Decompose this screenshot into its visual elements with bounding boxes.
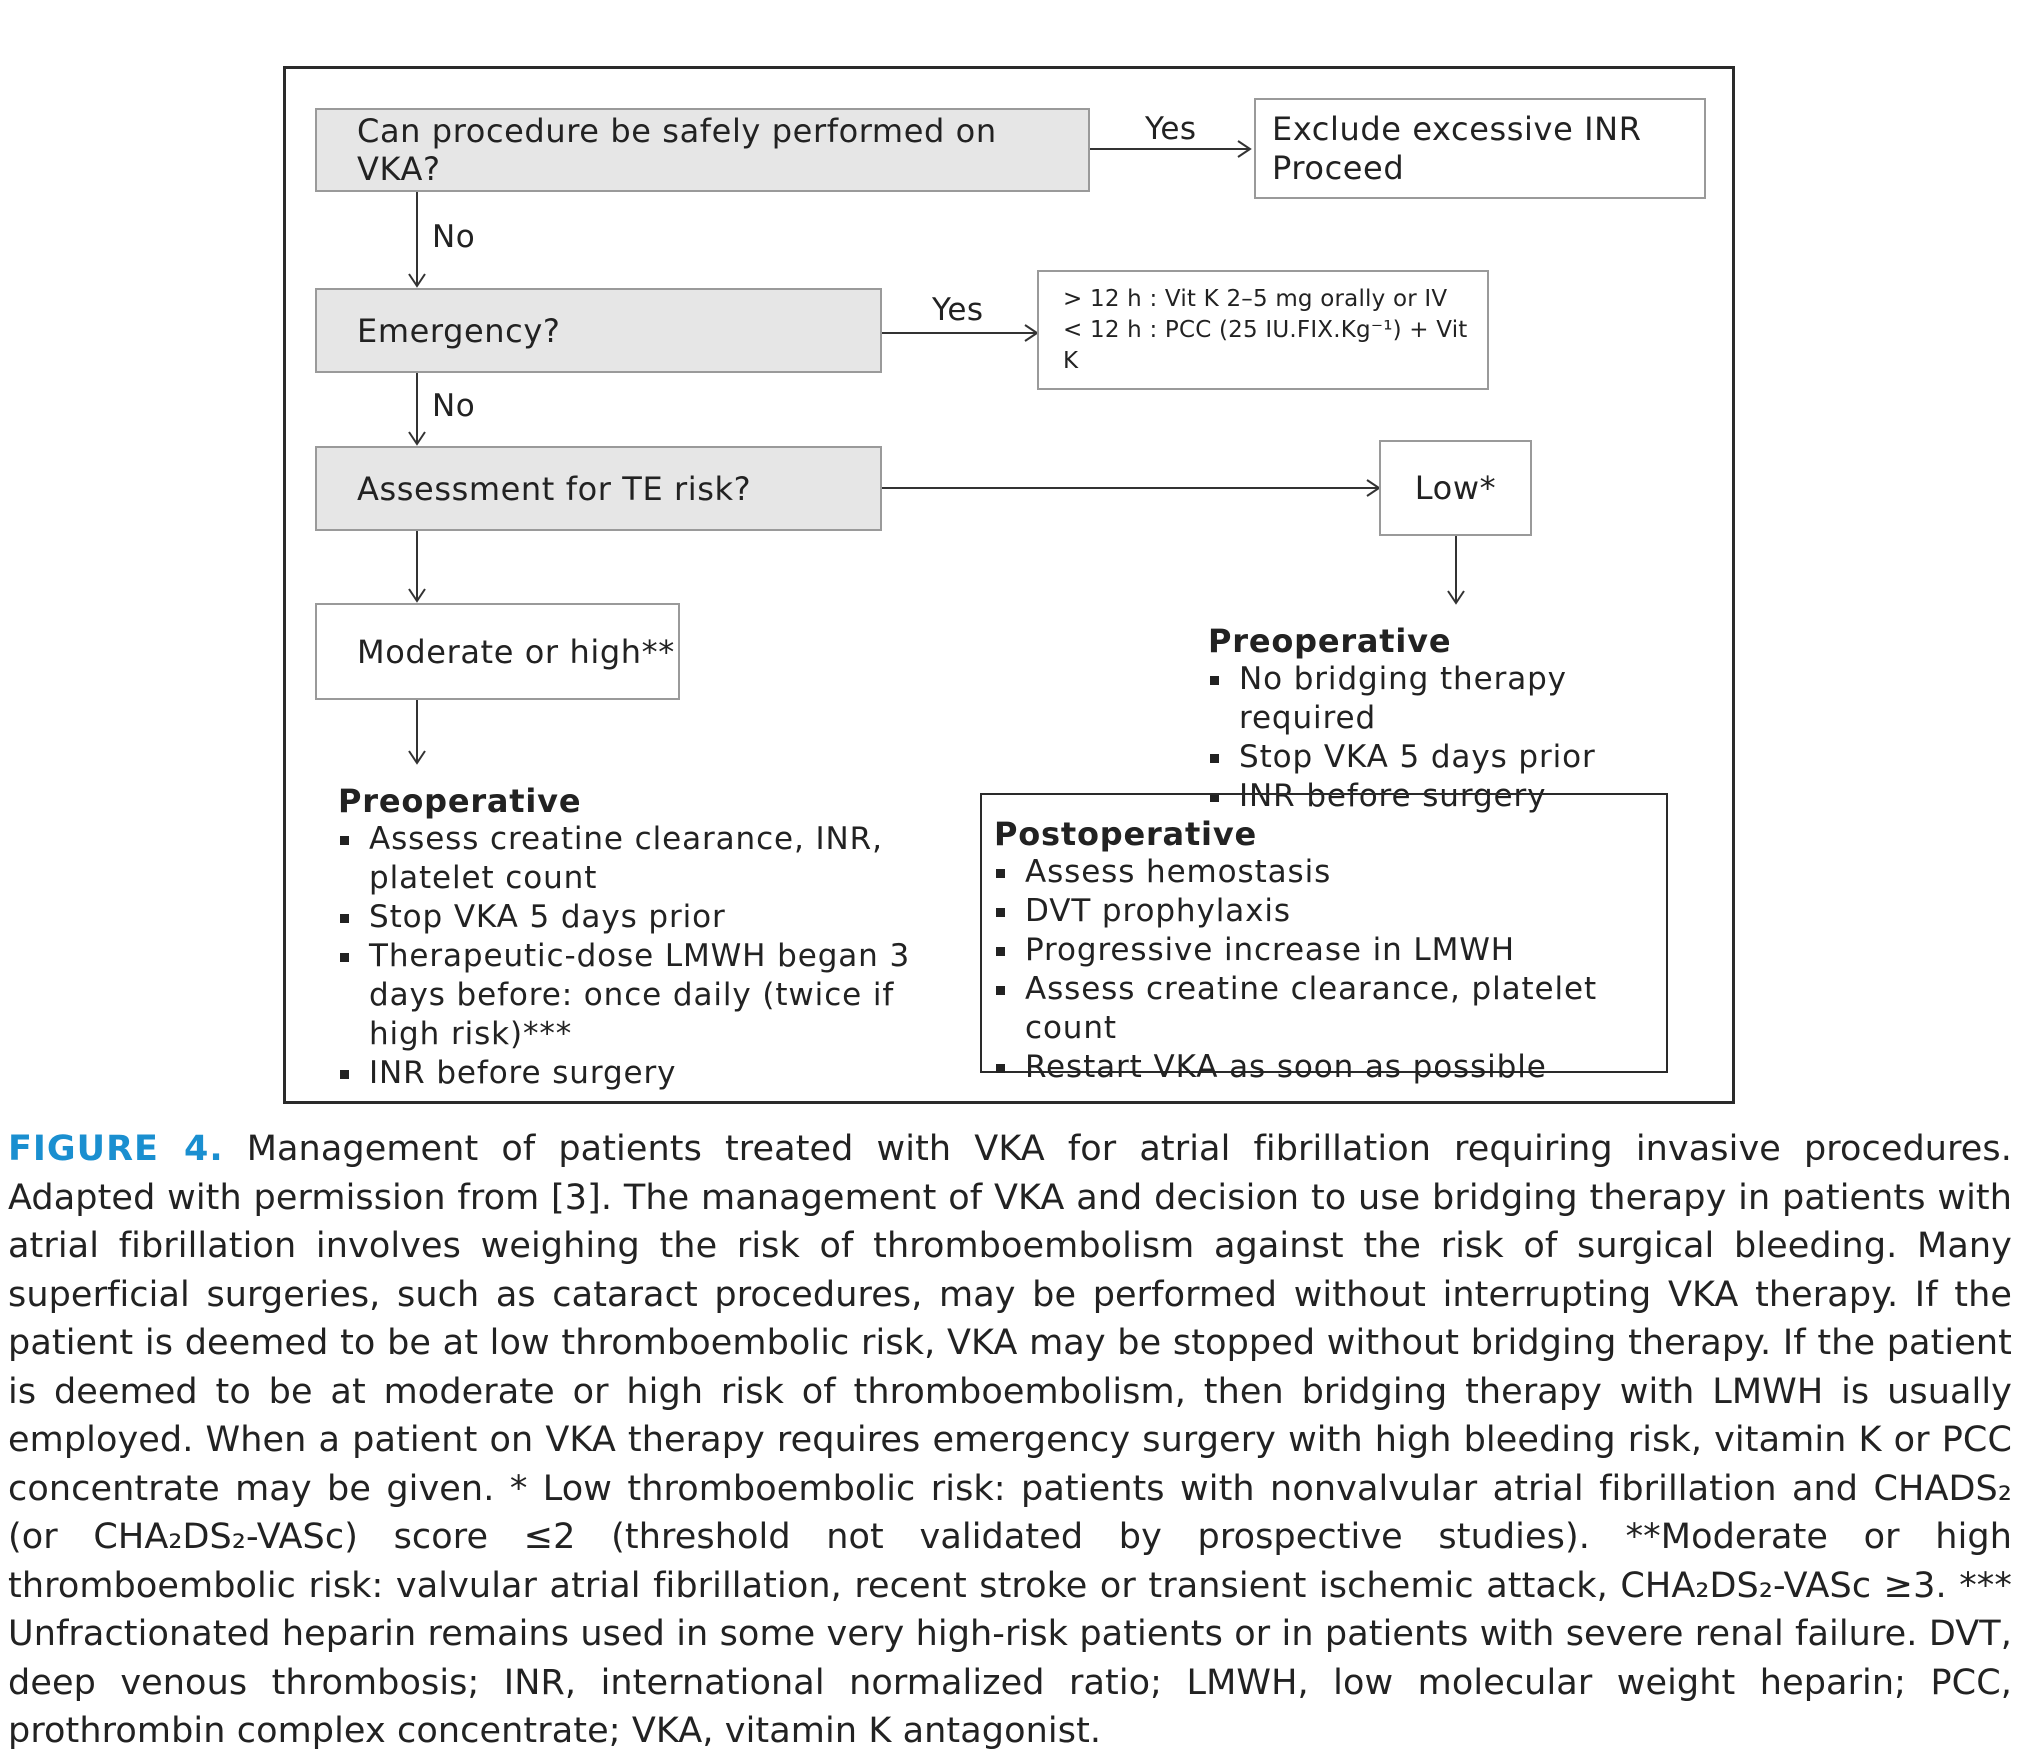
question-te-risk: Assessment for TE risk?: [315, 446, 882, 531]
figure-caption-text: Management of patients treated with VKA …: [8, 1129, 2012, 1751]
emergency-treatment-line2: < 12 h : PCC (25 IU.FIX.Kg⁻¹) + Vit K: [1063, 316, 1468, 374]
question-te-risk-text: Assessment for TE risk?: [357, 469, 752, 508]
low-risk-box: Low*: [1379, 440, 1532, 536]
figure-label: FIGURE 4.: [8, 1129, 224, 1169]
list-item: Assess hemostasis: [994, 853, 1656, 892]
q1-no-label: No: [432, 219, 476, 255]
moderate-risk-preoperative: Preoperative Assess creatine clearance, …: [338, 782, 972, 1093]
list-item: Restart VKA as soon as possible: [994, 1048, 1656, 1087]
exclude-inr-line2: Proceed: [1272, 148, 1405, 187]
postop-title: Postoperative: [994, 815, 1257, 853]
list-item: Assess creatine clearance, platelet coun…: [994, 970, 1656, 1048]
list-item: Assess creatine clearance, INR, platelet…: [338, 820, 972, 898]
figure-frame: [283, 66, 1735, 1104]
figure-caption: FIGURE 4. Management of patients treated…: [8, 1125, 2012, 1756]
list-item: No bridging therapy required: [1208, 660, 1708, 738]
moderate-high-risk-text: Moderate or high**: [357, 632, 675, 671]
q1-yes-label: Yes: [1145, 111, 1197, 147]
exclude-inr-line1: Exclude excessive INR: [1272, 109, 1642, 148]
list-item: Stop VKA 5 days prior: [1208, 738, 1708, 777]
emergency-treatment-box: > 12 h : Vit K 2–5 mg orally or IV < 12 …: [1037, 270, 1489, 390]
q2-yes-label: Yes: [932, 292, 984, 328]
low-risk-text: Low*: [1414, 469, 1497, 507]
list-item: INR before surgery: [1208, 777, 1708, 816]
low-risk-preoperative: Preoperative No bridging therapy require…: [1208, 622, 1708, 816]
list-item: Stop VKA 5 days prior: [338, 898, 972, 937]
question-safe-on-vka: Can procedure be safely performed on VKA…: [315, 108, 1090, 192]
postoperative-box: Postoperative Assess hemostasis DVT prop…: [980, 793, 1668, 1085]
emergency-treatment-line1: > 12 h : Vit K 2–5 mg orally or IV: [1063, 285, 1448, 312]
list-item: INR before surgery: [338, 1054, 972, 1093]
moderate-high-risk-box: Moderate or high**: [315, 603, 680, 700]
question-emergency: Emergency?: [315, 288, 882, 373]
mod-preop-title: Preoperative: [338, 782, 582, 820]
list-item: Progressive increase in LMWH: [994, 931, 1656, 970]
question-emergency-text: Emergency?: [357, 311, 561, 350]
list-item: DVT prophylaxis: [994, 892, 1656, 931]
low-preop-title: Preoperative: [1208, 622, 1452, 660]
exclude-inr-box: Exclude excessive INR Proceed: [1254, 98, 1706, 199]
question-safe-on-vka-text: Can procedure be safely performed on VKA…: [357, 112, 997, 188]
list-item: Therapeutic-dose LMWH began 3 days befor…: [338, 937, 972, 1054]
q2-no-label: No: [432, 388, 476, 424]
